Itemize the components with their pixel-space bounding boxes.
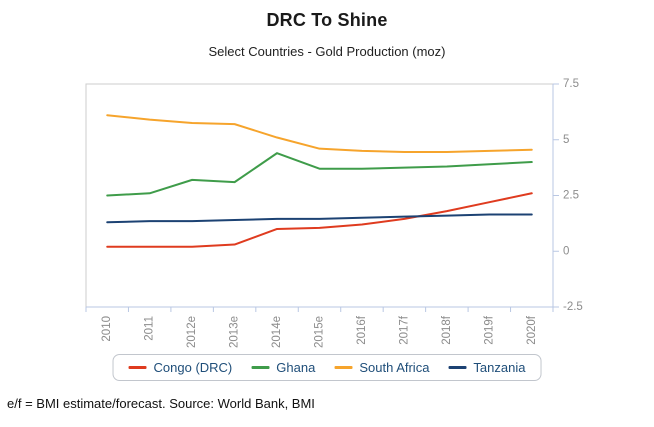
x-tick-label: 2018f	[441, 315, 453, 345]
x-tick-label: 2015e	[314, 316, 326, 348]
legend-item-congo-drc: Congo (DRC)	[128, 360, 233, 375]
x-tick-label: 2017f	[398, 315, 410, 345]
x-tick-label: 2014e	[271, 316, 283, 348]
x-tick-label: 2011	[144, 316, 156, 341]
x-tick-label: 2016f	[356, 315, 368, 345]
y-tick-label: 2.5	[563, 190, 579, 202]
plot-border	[85, 83, 553, 307]
legend-item-south-africa: South Africa	[334, 360, 429, 375]
x-tick-label: 2012e	[186, 316, 198, 348]
plot-area: -2.5 0 2.5 5 7.5 2010 2011 2012e 2013e 2014e 2015e…	[85, 78, 583, 348]
x-tick-label: 2010	[101, 316, 113, 342]
legend-label: Tanzania	[473, 360, 526, 375]
chart-subtitle: Select Countries - Gold Production (moz)	[208, 44, 446, 59]
x-tick-label: 2019f	[483, 315, 495, 345]
series-line-congo-drc	[106, 192, 533, 248]
x-tick-label: 2013e	[229, 316, 241, 348]
source-note: e/f = BMI estimate/forecast. Source: Wor…	[7, 396, 315, 411]
legend-swatch	[448, 366, 467, 369]
series-line-tanzania	[106, 213, 533, 224]
legend-item-ghana: Ghana	[251, 360, 315, 375]
y-tick-label: 0	[563, 245, 569, 257]
legend-swatch	[334, 366, 353, 369]
y-tick-label: 5	[563, 134, 569, 146]
series-line-south-africa	[106, 114, 533, 154]
y-tick-label: 7.5	[563, 78, 579, 90]
legend-item-tanzania: Tanzania	[448, 360, 525, 375]
legend-swatch	[251, 366, 270, 369]
chart-title: DRC To Shine	[266, 10, 388, 30]
series-line-ghana	[106, 152, 533, 197]
legend-label: South Africa	[359, 360, 430, 375]
x-tick-label: 2020f	[526, 315, 538, 345]
y-tick-label: -2.5	[563, 301, 583, 313]
legend: Congo (DRC) Ghana South Africa Tanzania	[112, 354, 542, 381]
legend-swatch	[128, 366, 147, 369]
legend-label: Ghana	[276, 360, 316, 375]
legend-label: Congo (DRC)	[153, 360, 233, 375]
